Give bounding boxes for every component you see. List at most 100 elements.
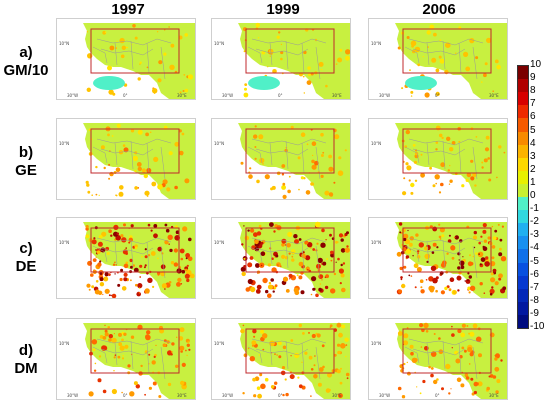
study-area-box xyxy=(245,328,335,374)
country-border xyxy=(426,142,430,166)
anomaly-spot xyxy=(485,256,489,260)
anomaly-spot xyxy=(475,382,479,386)
colorbar-segment xyxy=(518,66,528,80)
colorbar-tick-label: -9 xyxy=(530,307,539,319)
anomaly-spot xyxy=(274,353,276,355)
anomaly-spot xyxy=(492,375,497,379)
country-border xyxy=(251,138,327,146)
country-border xyxy=(285,140,289,170)
country-border xyxy=(146,142,150,174)
anomaly-spot xyxy=(426,260,429,263)
colorbar-tick-label: -10 xyxy=(530,321,545,332)
anomaly-spot xyxy=(151,181,157,187)
anomaly-spot xyxy=(482,229,487,234)
map-panel-c-1997: 10°N xyxy=(56,217,196,299)
anomaly-spot xyxy=(430,373,434,378)
country-border xyxy=(96,237,172,245)
anomaly-spot xyxy=(321,344,325,348)
anomaly-spot xyxy=(184,273,190,279)
anomaly-spot xyxy=(417,63,421,67)
anomaly-spot xyxy=(472,235,478,240)
anomaly-spot xyxy=(316,333,321,338)
anomaly-spot xyxy=(458,140,461,143)
anomaly-spot xyxy=(98,355,102,358)
anomaly-spot xyxy=(179,327,185,333)
anomaly-spot xyxy=(482,223,487,228)
colorbar-tick-label: 5 xyxy=(530,124,536,136)
anomaly-spot xyxy=(186,343,190,347)
anomaly-spot xyxy=(494,354,497,357)
map-panel-d-2006: 10°N 30°W 0° 30°E xyxy=(368,318,508,400)
row-label-name: GE xyxy=(15,162,37,179)
anomaly-spot xyxy=(164,223,168,227)
anomaly-spot xyxy=(168,243,170,245)
anomaly-spot xyxy=(125,261,129,265)
anomaly-spot xyxy=(314,160,319,166)
colorbar-segment xyxy=(518,105,528,119)
axis-tick-lat: 10°N xyxy=(214,240,225,245)
anomaly-spot xyxy=(269,247,272,250)
anomaly-spot xyxy=(119,37,125,44)
colorbar-tick-label: -2 xyxy=(530,216,539,228)
anomaly-spot xyxy=(134,186,138,190)
anomaly-spot xyxy=(303,50,307,55)
column-title-1997: 1997 xyxy=(111,1,145,18)
anomaly-spot xyxy=(455,358,461,364)
anomaly-spot xyxy=(423,322,429,329)
anomaly-spot xyxy=(170,261,175,265)
anomaly-spot xyxy=(134,169,137,173)
anomaly-spot xyxy=(130,224,134,228)
anomaly-spot xyxy=(338,268,344,274)
anomaly-spot xyxy=(271,185,276,190)
anomaly-spot xyxy=(458,259,460,261)
anomaly-spot xyxy=(498,145,502,149)
anomaly-spot xyxy=(479,263,482,266)
country-border xyxy=(269,142,273,166)
colorbar-tick-label: -6 xyxy=(530,268,539,280)
anomaly-spot xyxy=(122,144,126,147)
anomaly-spot xyxy=(267,263,272,267)
anomaly-spot xyxy=(495,353,500,359)
anomaly-spot xyxy=(405,162,409,166)
anomaly-spot xyxy=(344,149,347,152)
anomaly-spot xyxy=(121,237,127,243)
anomaly-spot xyxy=(306,80,312,85)
anomaly-spot xyxy=(290,125,294,129)
anomaly-spot xyxy=(166,187,171,192)
anomaly-spot xyxy=(457,328,462,334)
anomaly-spot xyxy=(102,389,107,394)
anomaly-spot xyxy=(98,194,100,196)
anomaly-spot xyxy=(112,263,116,266)
country-border xyxy=(114,241,118,265)
map-svg xyxy=(57,222,195,298)
anomaly-spot xyxy=(403,265,407,269)
colorbar-segment xyxy=(518,236,528,250)
anomaly-spot xyxy=(336,322,342,328)
anomaly-spot xyxy=(468,332,471,335)
anomaly-spot xyxy=(125,247,127,249)
anomaly-spot xyxy=(184,88,189,93)
anomaly-spot xyxy=(294,352,300,359)
axis-tick-lat: 10°N xyxy=(371,341,382,346)
anomaly-spot xyxy=(250,228,255,233)
anomaly-spot xyxy=(403,362,406,366)
anomaly-spot xyxy=(468,275,472,279)
country-border xyxy=(472,245,478,279)
anomaly-spot xyxy=(123,263,129,269)
anomaly-spot xyxy=(271,257,274,260)
colorbar-segment xyxy=(518,118,528,132)
row-label-letter: d) xyxy=(18,342,34,359)
anomaly-spot xyxy=(454,350,459,355)
anomaly-spot xyxy=(254,239,259,245)
country-border xyxy=(160,346,166,380)
anomaly-spot xyxy=(481,161,484,164)
colorbar-tick-label: -4 xyxy=(530,242,539,254)
anomaly-spot xyxy=(293,287,299,293)
colorbar-tick-label: 6 xyxy=(530,111,536,123)
colorbar-segment xyxy=(518,144,528,159)
anomaly-spot xyxy=(120,54,125,59)
anomaly-spot xyxy=(90,273,94,277)
colorbar-tick-label: 9 xyxy=(530,72,536,84)
anomaly-spot xyxy=(174,141,180,147)
anomaly-spot xyxy=(149,131,152,134)
